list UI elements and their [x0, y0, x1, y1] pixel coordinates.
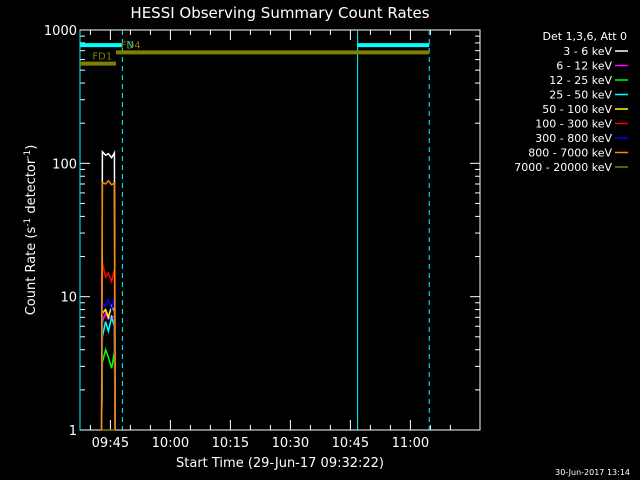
- y-axis-label-sup1: -1: [23, 218, 33, 227]
- y-axis-label-main: Count Rate (s: [24, 227, 39, 316]
- flag-label: FD1: [92, 52, 112, 63]
- legend-entry-label: 12 - 25 keV: [549, 74, 612, 87]
- legend-entry-label: 25 - 50 keV: [549, 89, 612, 102]
- x-tick-label: 09:45: [92, 436, 129, 451]
- y-tick-label: 1000: [44, 24, 77, 39]
- legend-entry-label: 6 - 12 keV: [556, 60, 612, 73]
- y-tick-label: 100: [52, 157, 77, 172]
- series-layer: [100, 149, 116, 431]
- flag-label: FD4: [121, 40, 141, 51]
- x-tick-label: 10:15: [212, 436, 249, 451]
- flag-label: N: [126, 40, 133, 51]
- chart-title: HESSI Observing Summary Count Rates: [130, 4, 429, 22]
- y-tick-label: 1: [69, 424, 77, 439]
- legend-title: Det 1,3,6, Att 0: [543, 30, 627, 43]
- y-tick-label: 10: [60, 291, 77, 306]
- x-tick-label: 10:00: [152, 436, 189, 451]
- tick-layer: 1 10 100 1000 09:45 10:00 10:15 10:30 10:45 11:00: [44, 24, 480, 451]
- legend-entry-label: 3 - 6 keV: [563, 45, 612, 58]
- x-axis-label: Start Time (29-Jun-17 09:32:22): [176, 456, 384, 471]
- legend-entry-label: 300 - 800 keV: [535, 132, 612, 145]
- x-tick-label: 10:30: [272, 436, 309, 451]
- y-axis-label-sup2: -1: [23, 150, 33, 159]
- series-line: [100, 179, 116, 431]
- y-axis-label: Count Rate (s-1 detector-1): [23, 145, 39, 316]
- legend-entry-label: 100 - 300 keV: [535, 118, 612, 131]
- legend-entry-label: 50 - 100 keV: [542, 103, 612, 116]
- series-line: [100, 314, 116, 431]
- y-axis-label-end: ): [24, 145, 39, 150]
- legend-entry-label: 7000 - 20000 keV: [514, 161, 612, 174]
- plot-frame: [79, 29, 481, 431]
- legend-entry-label: 800 - 7000 keV: [528, 147, 612, 160]
- series-line: [100, 347, 116, 431]
- series-line: [100, 149, 116, 431]
- x-tick-label: 11:00: [392, 436, 429, 451]
- y-axis-label-mid: detector: [24, 158, 39, 218]
- series-line: [100, 262, 116, 431]
- vertical-lines: [79, 30, 430, 430]
- flag-bars: N FD1 FD4: [80, 40, 430, 66]
- x-tick-label: 10:45: [332, 436, 369, 451]
- timestamp: 30-Jun-2017 13:14: [555, 468, 630, 477]
